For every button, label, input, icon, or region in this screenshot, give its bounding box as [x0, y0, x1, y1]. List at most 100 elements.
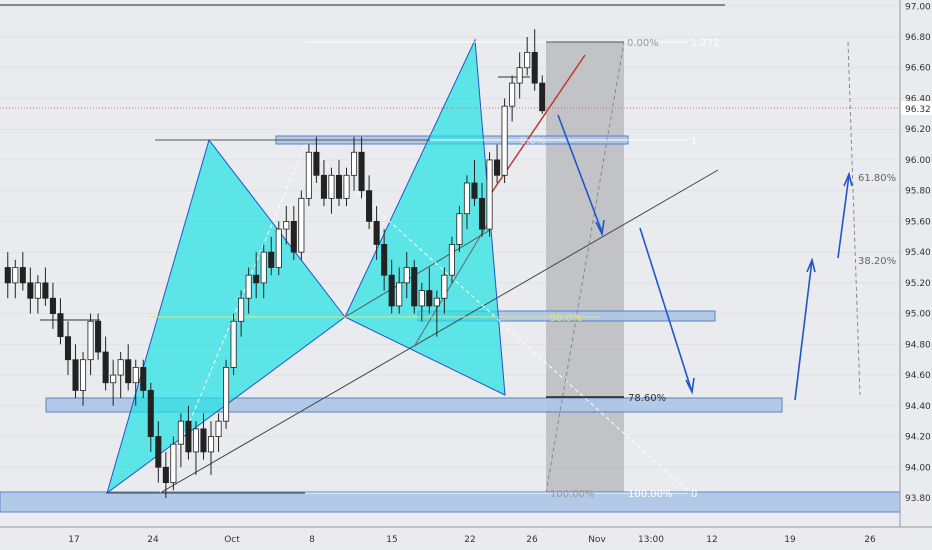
arrow-up-1 — [794, 259, 813, 401]
candle-body — [147, 390, 154, 437]
candle-body — [245, 274, 252, 299]
candle-body — [162, 466, 169, 484]
candle-body — [110, 374, 117, 384]
x-tick-label: Nov — [588, 535, 606, 545]
candle-body — [57, 313, 64, 338]
candle-body — [328, 174, 335, 199]
candle-body — [253, 274, 260, 284]
candle-body — [230, 320, 237, 368]
arrow-up-2 — [837, 174, 850, 259]
candle-body — [268, 251, 275, 268]
candle-body — [223, 366, 230, 422]
candle-body — [238, 297, 245, 322]
bottom-zone — [0, 491, 901, 513]
y-tick-label: 95.40 — [905, 248, 931, 258]
y-tick-label: 94.00 — [905, 463, 931, 473]
candle-body — [351, 151, 358, 176]
fib-label-zero: 0 — [691, 489, 697, 500]
candle-body — [403, 267, 410, 284]
x-tick-label: 15 — [386, 535, 397, 545]
candle-body — [305, 151, 312, 199]
time-axis[interactable]: 17 24 Oct 8 15 22 26 Nov 13:00 12 19 26 — [68, 535, 876, 545]
candle-body — [343, 174, 350, 199]
candle-body — [426, 290, 433, 307]
candle-body — [411, 267, 418, 307]
arrow-down-1 — [557, 114, 603, 233]
y-tick-label: 94.60 — [905, 371, 931, 381]
candle-body — [125, 359, 132, 384]
candle-body — [87, 320, 94, 361]
candle-body — [283, 220, 290, 230]
candle-body — [320, 174, 327, 199]
y-tick-label: 96.00 — [905, 156, 931, 166]
price-axis[interactable]: 97.00 96.80 96.60 96.40 96.20 96.00 95.80 95.60… — [905, 2, 931, 504]
arrow-head-1 — [595, 219, 605, 237]
candle-body — [170, 443, 177, 484]
y-tick-label: 95.20 — [905, 279, 931, 289]
candle-body — [441, 274, 448, 299]
y-tick-label: 95.00 — [905, 310, 931, 320]
candle-body — [388, 274, 395, 307]
candle-body — [433, 297, 440, 307]
y-tick-label: 97.00 — [905, 2, 931, 12]
y-tick-label: 93.80 — [905, 494, 931, 504]
candle-body — [486, 159, 493, 230]
y-tick-label: 95.60 — [905, 217, 931, 227]
candle-body — [19, 267, 26, 284]
candle-body — [260, 251, 267, 284]
trend-line-inner — [344, 229, 491, 318]
x-tick-label: 12 — [706, 535, 717, 545]
candle-body — [215, 420, 222, 437]
candle-body — [275, 228, 282, 268]
candle-body — [207, 436, 215, 453]
candle-body — [373, 220, 380, 245]
candle-body — [27, 282, 34, 299]
candle-body — [501, 105, 508, 176]
candle-body — [448, 244, 455, 276]
fib-label-1272: 1.272 — [691, 38, 720, 49]
y-tick-label: 96.40 — [905, 94, 931, 104]
x-tick-label: 24 — [147, 535, 159, 545]
candle-body — [64, 336, 72, 361]
x-tick-label: Oct — [224, 535, 240, 545]
x-tick-label: 13:00 — [638, 535, 664, 545]
y-tick-label: 96.80 — [905, 33, 931, 43]
candle-body — [102, 351, 109, 384]
candle-body — [524, 51, 531, 69]
y-tick-label: 96.20 — [905, 125, 931, 135]
current-price-label: 96.32 — [905, 105, 931, 115]
candle-body — [298, 197, 305, 253]
candle-body — [539, 82, 546, 112]
x-tick-label: 17 — [68, 535, 79, 545]
y-tick-label: 94.80 — [905, 340, 931, 350]
arrow-head-2 — [685, 377, 695, 395]
candle-body — [531, 51, 538, 84]
x-tick-label: 26 — [526, 535, 538, 545]
candle-body — [192, 428, 199, 453]
candle-body — [290, 220, 297, 253]
fib-label-100-a: 100.00% — [550, 489, 595, 500]
projection-arrows — [557, 114, 853, 401]
candle-body — [396, 282, 403, 307]
trend-line-inner-2 — [414, 219, 491, 346]
y-tick-label: 96.60 — [905, 64, 931, 74]
fib-label-100-b: 100.00% — [628, 489, 673, 500]
candle-body — [49, 297, 56, 315]
candle-body — [95, 320, 102, 353]
candle-body — [381, 244, 388, 276]
arrow-head-4 — [843, 171, 853, 187]
x-tick-label: 8 — [309, 535, 315, 545]
y-tick-label: 94.40 — [905, 402, 931, 412]
candle-body — [140, 366, 147, 391]
candle-body — [418, 290, 425, 307]
candle-body — [516, 67, 523, 84]
candle-body — [471, 182, 478, 199]
candle-body — [117, 359, 124, 376]
candle-body — [42, 282, 49, 299]
candle-body — [34, 282, 41, 299]
arrow-down-2 — [639, 227, 693, 393]
trend-line-main — [159, 169, 719, 494]
candle-body — [132, 366, 139, 384]
candle-body — [185, 420, 192, 453]
